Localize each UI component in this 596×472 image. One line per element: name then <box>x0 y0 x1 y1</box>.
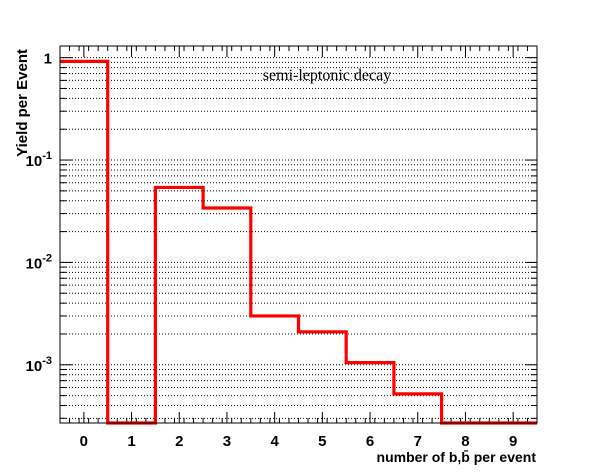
histogram-bin <box>394 394 442 423</box>
histogram-bin <box>203 208 251 423</box>
y-axis-title: Yield per Event <box>14 49 31 157</box>
x-tick-label: 3 <box>223 433 231 450</box>
x-tick-label: 2 <box>175 433 183 450</box>
x-tick-label: 7 <box>414 433 422 450</box>
x-tick-label: 1 <box>127 433 135 450</box>
x-tick-label: 0 <box>80 433 88 450</box>
y-tick-label: 10-1 <box>26 150 52 170</box>
histogram-bin <box>251 316 299 423</box>
x-tick-label: 8 <box>461 433 469 450</box>
y-axis-ticks: 1 10-1 10-2 10-3 <box>26 51 537 419</box>
x-tick-label: 9 <box>509 433 517 450</box>
y-tick-label: 10-2 <box>26 252 52 272</box>
x-axis-title: number of b,b̄ per event <box>377 448 537 465</box>
plot-area-border <box>59 45 538 424</box>
x-tick-label: 4 <box>270 433 279 450</box>
histogram-bin <box>155 187 203 423</box>
x-tick-label: 5 <box>318 433 326 450</box>
x-tick-label: 6 <box>366 433 374 450</box>
chart-annotation: semi-leptonic decay <box>263 67 391 84</box>
y-tick-label: 10-3 <box>26 355 52 375</box>
histogram-bin <box>299 332 347 423</box>
histogram-bin <box>346 363 394 423</box>
histogram-bin <box>60 61 108 423</box>
y-tick-label: 1 <box>44 51 52 68</box>
